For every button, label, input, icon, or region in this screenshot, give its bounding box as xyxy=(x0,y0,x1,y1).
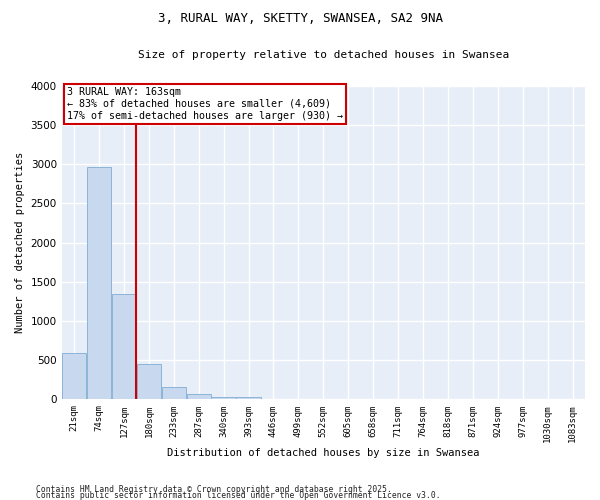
Text: 3 RURAL WAY: 163sqm
← 83% of detached houses are smaller (4,609)
17% of semi-det: 3 RURAL WAY: 163sqm ← 83% of detached ho… xyxy=(67,88,343,120)
Text: Contains public sector information licensed under the Open Government Licence v3: Contains public sector information licen… xyxy=(36,490,440,500)
Bar xyxy=(137,364,161,400)
Y-axis label: Number of detached properties: Number of detached properties xyxy=(15,152,25,333)
X-axis label: Distribution of detached houses by size in Swansea: Distribution of detached houses by size … xyxy=(167,448,479,458)
Bar xyxy=(161,386,186,400)
Title: Size of property relative to detached houses in Swansea: Size of property relative to detached ho… xyxy=(138,50,509,60)
Text: Contains HM Land Registry data © Crown copyright and database right 2025.: Contains HM Land Registry data © Crown c… xyxy=(36,484,392,494)
Bar xyxy=(62,353,86,400)
Bar xyxy=(187,394,211,400)
Bar xyxy=(211,396,236,400)
Text: 3, RURAL WAY, SKETTY, SWANSEA, SA2 9NA: 3, RURAL WAY, SKETTY, SWANSEA, SA2 9NA xyxy=(157,12,443,26)
Bar xyxy=(112,294,136,400)
Bar xyxy=(236,398,261,400)
Bar xyxy=(87,166,111,400)
